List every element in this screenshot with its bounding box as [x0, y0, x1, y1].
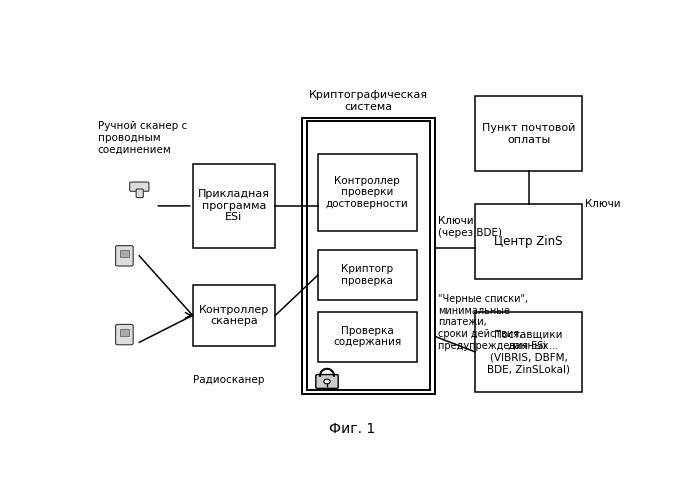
Text: Ключи: Ключи — [585, 199, 620, 209]
Bar — [302, 118, 436, 394]
Bar — [193, 284, 275, 346]
Bar — [475, 96, 582, 171]
Bar — [120, 250, 129, 257]
Text: "Черные списки",
минимальные
платежи,
сроки действия,
предупреждения ESi ...: "Черные списки", минимальные платежи, ср… — [438, 294, 558, 351]
Text: Ручной сканер с
проводным
соединением: Ручной сканер с проводным соединением — [98, 121, 187, 155]
Text: Фиг. 1: Фиг. 1 — [330, 422, 376, 436]
Bar — [318, 250, 417, 300]
Text: Контроллер
проверки
достоверности: Контроллер проверки достоверности — [326, 176, 409, 209]
Bar — [475, 311, 582, 392]
Text: Криптографическая
система: Криптографическая система — [309, 90, 428, 112]
Text: Криптогр
проверка: Криптогр проверка — [341, 264, 394, 286]
FancyBboxPatch shape — [136, 189, 143, 198]
FancyBboxPatch shape — [316, 375, 338, 388]
Circle shape — [324, 379, 330, 384]
Bar — [120, 329, 129, 335]
Text: Поставщики
данных
(VIBRIS, DBFM,
BDE, ZinSLokal): Поставщики данных (VIBRIS, DBFM, BDE, Zi… — [487, 329, 570, 374]
Text: Пункт почтовой
оплаты: Пункт почтовой оплаты — [482, 123, 575, 145]
Text: Ключи
(через BDE): Ключи (через BDE) — [438, 216, 502, 238]
Text: Радиосканер: Радиосканер — [193, 375, 264, 385]
Text: Прикладная
программа
ESi: Прикладная программа ESi — [198, 189, 270, 223]
Bar — [475, 204, 582, 279]
Text: Центр ZinS: Центр ZinS — [494, 235, 563, 248]
Bar — [318, 311, 417, 361]
Text: Проверка
содержания: Проверка содержания — [333, 326, 401, 347]
Bar — [318, 154, 417, 231]
FancyBboxPatch shape — [116, 324, 133, 345]
Bar — [308, 121, 430, 390]
Bar — [193, 164, 275, 248]
FancyBboxPatch shape — [116, 246, 133, 266]
Text: Контроллер
сканера: Контроллер сканера — [199, 304, 269, 326]
FancyBboxPatch shape — [130, 182, 149, 191]
